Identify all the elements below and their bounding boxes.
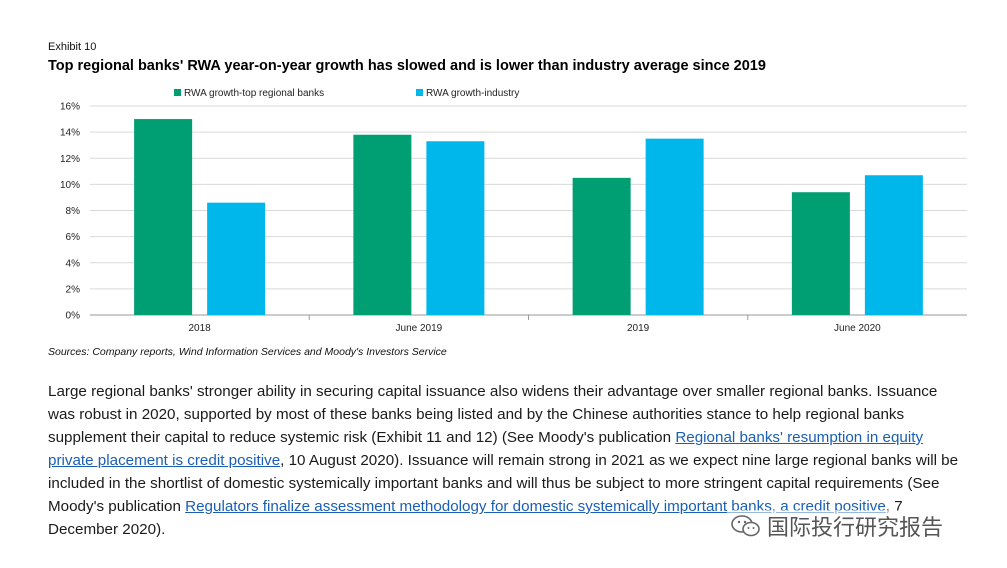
- paragraph-text-2: , 10 August 2020). Issuance will remain …: [48, 452, 959, 515]
- watermark: 国际投行研究报告: [727, 510, 948, 542]
- watermark-text: 国际投行研究报告: [767, 516, 944, 541]
- wechat-icon: [731, 515, 760, 537]
- bar-top-regional: [791, 192, 850, 315]
- legend-label: RWA growth-top regional banks: [184, 88, 324, 99]
- link-regulators-methodology[interactable]: Regulators finalize assessment methodolo…: [185, 498, 886, 515]
- y-tick-label: 0%: [66, 311, 81, 322]
- legend-swatch: [174, 89, 181, 96]
- y-tick-label: 2%: [66, 284, 81, 295]
- bar-top-regional: [134, 119, 193, 315]
- y-tick-label: 12%: [60, 154, 80, 165]
- x-tick-label: 2018: [189, 323, 212, 334]
- x-tick-label: June 2020: [834, 323, 881, 334]
- bars: [134, 119, 923, 315]
- bar-top-regional: [353, 134, 412, 315]
- y-tick-label: 16%: [60, 102, 80, 113]
- bar-industry: [645, 138, 704, 315]
- legend-label: RWA growth-industry: [426, 88, 519, 99]
- y-axis-ticks: 0% 2% 4% 6% 8% 10% 12% 14% 16%: [60, 102, 80, 322]
- y-tick-label: 10%: [60, 180, 80, 191]
- y-tick-label: 6%: [66, 232, 81, 243]
- sources-note: Sources: Company reports, Wind Informati…: [48, 346, 447, 358]
- paragraph-text-1: Large regional banks' stronger ability i…: [48, 383, 938, 446]
- y-tick-label: 4%: [66, 258, 81, 269]
- bar-chart: 0% 2% 4% 6% 8% 10% 12% 14% 16% 2018 June 2019 2019…: [60, 88, 967, 334]
- x-tick-label: 2019: [627, 323, 650, 334]
- bar-top-regional: [572, 177, 631, 315]
- y-tick-label: 8%: [66, 206, 81, 217]
- y-tick-label: 14%: [60, 128, 80, 139]
- exhibit-label: Exhibit 10: [48, 41, 97, 53]
- body-paragraph: Large regional banks' stronger ability i…: [48, 380, 963, 541]
- bar-industry: [207, 202, 266, 315]
- bar-industry: [426, 141, 485, 315]
- bar-industry: [864, 175, 923, 315]
- link-regional-banks-equity[interactable]: Regional banks' resumption in equity pri…: [48, 429, 924, 469]
- x-tick-label: June 2019: [396, 323, 443, 334]
- legend-swatch: [416, 89, 423, 96]
- legend: RWA growth-top regional banks RWA growth-…: [174, 88, 519, 99]
- chart-title: Top regional banks' RWA year-on-year gro…: [48, 58, 766, 74]
- x-axis-ticks: 2018 June 2019 2019 June 2020: [189, 315, 881, 334]
